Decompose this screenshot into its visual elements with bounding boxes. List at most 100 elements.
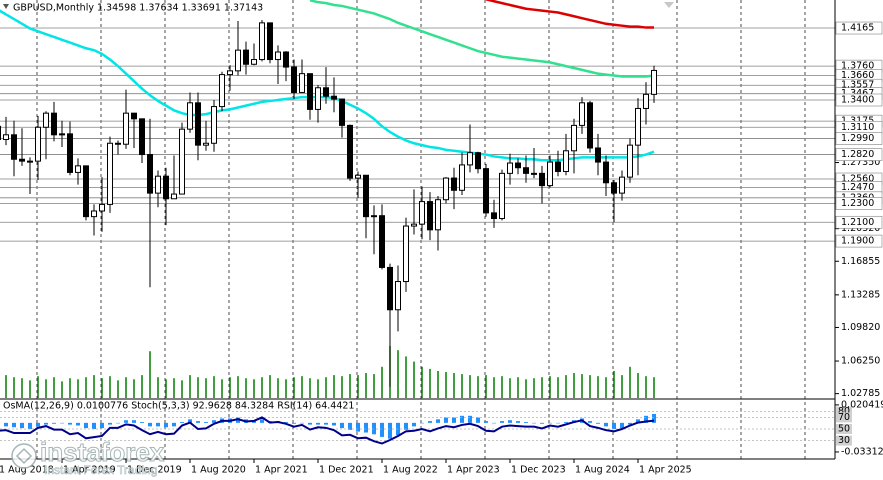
x-tick-label: 1 Apr 2019 [63,465,116,476]
level-label: 1.3110 [841,122,874,133]
osma-bar [132,420,136,423]
osma-bar [452,417,456,423]
watermark-brand: instaforex [40,437,165,467]
level-label: 1.3467 [841,88,874,99]
candle-body [347,124,353,179]
osma-bar [388,422,392,439]
candle-body [499,172,505,220]
rsi-tick-bg [836,412,852,423]
level-label: 1.2300 [841,198,874,209]
candle-body [339,98,345,126]
rsi-tick-bg [836,406,852,417]
candle-body [67,133,73,173]
osma-tick-label: 0.0204197 [841,399,883,410]
level-label-bg [835,93,883,107]
osma-bar [108,422,112,425]
candle-body [155,175,161,194]
osma-bar [556,422,560,424]
candle-body [603,161,609,184]
candle-body [387,266,393,311]
osma-bar [284,421,288,423]
price-panel [0,0,835,398]
osma-bar [308,422,312,425]
osma-bar [140,421,144,423]
candle-body [611,182,617,194]
x-tick-label: 1 Aug 2024 [575,465,630,476]
level-label-bg [835,215,883,229]
candle-body [587,102,593,149]
level-label: 1.3760 [841,61,874,72]
level-label-bg [835,234,883,248]
chart-title: GBPUSD,Monthly 1.34598 1.37634 1.33691 1… [13,3,263,14]
candle-body [475,152,481,170]
osma-bar [68,422,72,425]
candle-body [451,177,457,191]
candle-body [0,125,1,141]
osma-bar [124,420,128,423]
candle-body [619,176,625,194]
osma-bar [76,422,80,426]
osma-bar [524,421,528,423]
osma-bar [540,422,544,424]
osma-bar [380,422,384,437]
candle-body [51,112,57,136]
osma-bar [636,419,640,423]
osma-bar [92,422,96,429]
candle-body [219,74,225,108]
osma-bar [100,422,104,429]
candle-body [267,22,273,61]
y-tick-label: 1.20320 [841,223,880,234]
osma-bar [420,422,424,424]
osma-bar [340,422,344,429]
osma-bar [588,421,592,423]
osma-bar [404,422,408,430]
y-tick-label: 1.27350 [841,157,880,168]
candle-body [579,102,585,126]
candle-body [83,165,89,218]
candle-body [27,160,33,163]
osma-bar [116,422,120,424]
watermark-logo-mark [15,447,33,465]
candle-body [371,215,377,218]
oscillator-panel [0,411,835,445]
osma-bar [324,422,328,425]
osma-bar [612,422,616,429]
osma-bar [508,420,512,423]
candle-body [363,174,369,218]
candle-body [147,154,153,194]
watermark: instaforex Instant Forex Trading [11,436,165,477]
candle-body [19,158,25,162]
osma-bar [52,422,56,424]
x-tick-label: 1 Dec 2019 [127,465,182,476]
osma-bar [516,421,520,423]
osma-bar [444,417,448,423]
osma-bar [436,419,440,423]
candle-body [595,147,601,163]
candle-body [59,133,65,136]
osma-bar [172,422,176,427]
osma-bar [484,421,488,423]
candle-body [243,49,249,65]
candle-body [443,177,449,201]
osma-bar [628,422,632,425]
candle-body [131,112,137,120]
level-label: 1.2470 [841,182,874,193]
osma-bar [492,422,496,424]
candle-body [483,168,489,214]
candle-body [395,281,401,311]
osma-bar [292,422,296,424]
osma-bar [212,420,216,423]
x-tick-label: 1 Aug 2022 [383,465,438,476]
x-tick-label: 1 Apr 2021 [255,465,308,476]
osma-bar [316,422,320,425]
osma-bar [20,422,24,429]
osma-bar [644,415,648,423]
level-label-bg [835,132,883,145]
candle-body [379,215,385,268]
candle-body [411,223,417,227]
candle-body [11,134,17,160]
osma-bar [196,421,200,423]
candle-body [91,210,97,218]
candle-body [459,164,465,191]
